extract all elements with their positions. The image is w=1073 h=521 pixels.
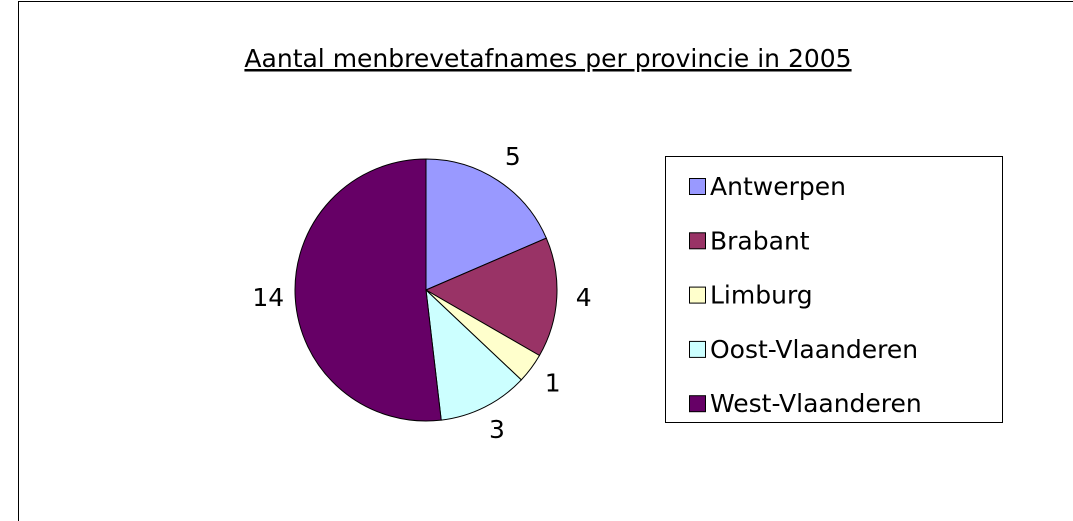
legend-swatch <box>689 286 706 304</box>
legend-label: West-Vlaanderen <box>710 389 922 418</box>
data-label: 3 <box>489 415 505 444</box>
legend-label: Antwerpen <box>710 172 846 201</box>
pie-slice <box>425 288 522 421</box>
legend-swatch <box>689 178 706 195</box>
pie-slice <box>425 158 547 291</box>
legend-label: Oost-Vlaanderen <box>710 335 918 364</box>
legend-swatch <box>689 395 706 413</box>
pie-slice <box>424 237 558 357</box>
legend-swatch <box>689 232 706 250</box>
data-label: 5 <box>505 142 521 171</box>
legend-label: Brabant <box>710 226 810 255</box>
legend-swatch <box>689 340 706 358</box>
legend-label: Limburg <box>710 281 813 310</box>
data-label: 1 <box>545 368 561 397</box>
chart-title: Aantal menbrevetafnames per provincie in… <box>244 44 851 73</box>
data-label: 4 <box>576 283 592 312</box>
pie-slice <box>294 158 442 422</box>
legend-box <box>665 156 1003 423</box>
data-label: 14 <box>252 283 284 312</box>
